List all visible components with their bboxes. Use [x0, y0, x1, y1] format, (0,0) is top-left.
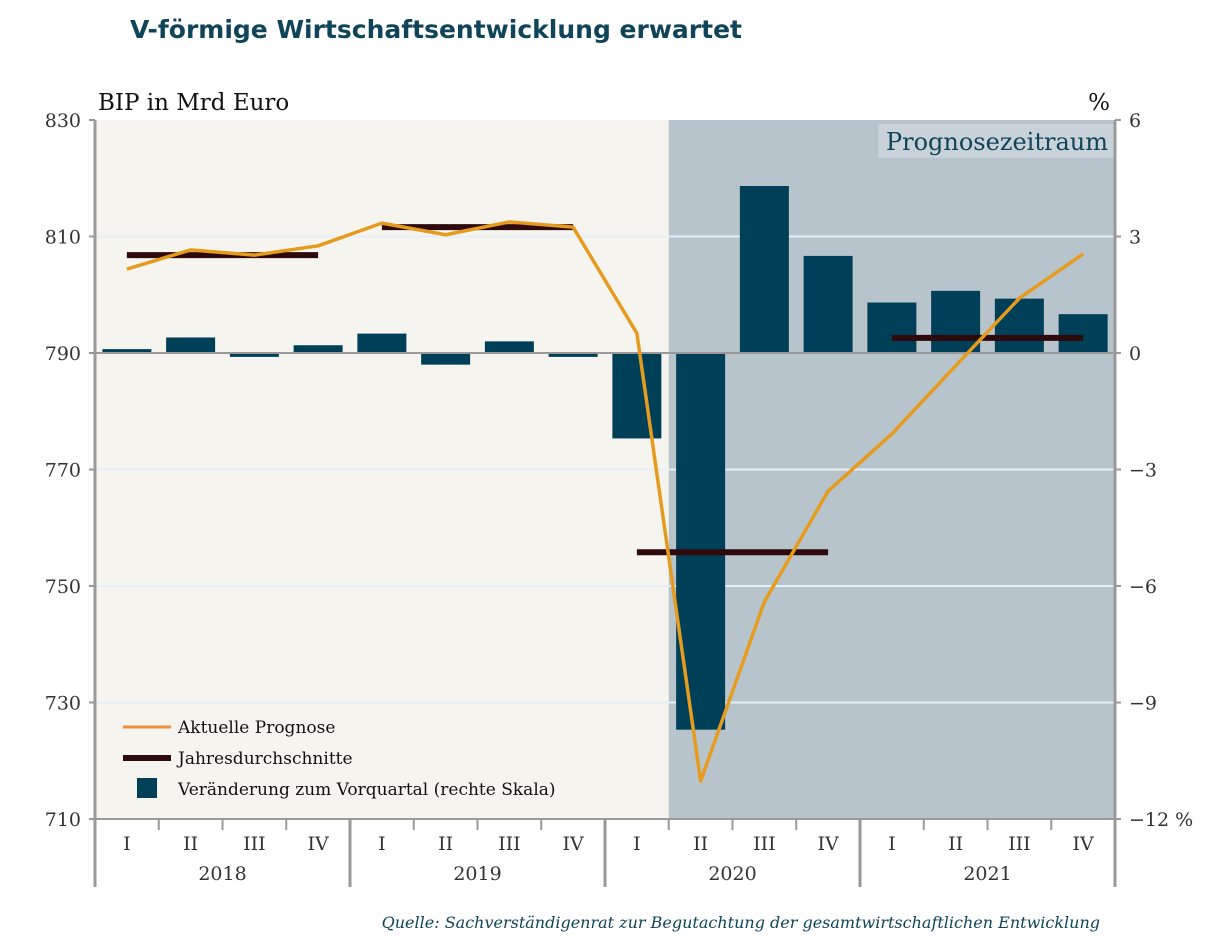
right-tick-label: 3 [1129, 227, 1141, 249]
quarter-label: II [693, 833, 708, 855]
quarter-label: IV [818, 833, 840, 855]
quarter-label: III [498, 833, 521, 855]
quarter-label: IV [1073, 833, 1095, 855]
bar-q16 [1058, 314, 1108, 353]
source-note: Quelle: Sachverständigenrat zur Begutach… [382, 913, 1100, 932]
bar-q14 [931, 290, 981, 353]
right-axis-label: % [1088, 90, 1110, 116]
year-label: 2021 [963, 863, 1011, 885]
quarter-label: III [753, 833, 776, 855]
bar-q11 [739, 186, 789, 353]
left-tick-label: 790 [45, 343, 81, 365]
year-label: 2020 [708, 863, 756, 885]
left-tick-label: 810 [45, 227, 81, 249]
forecast-label-bg [878, 124, 1114, 158]
bar-q12 [803, 255, 853, 353]
right-tick-label: −9 [1129, 693, 1157, 715]
legend-swatch [137, 778, 157, 798]
chart-title: V-förmige Wirtschaftsentwicklung erwarte… [130, 15, 742, 44]
bar-q3 [229, 353, 279, 357]
quarter-label: II [948, 833, 963, 855]
bar-q4 [293, 345, 343, 353]
bar-q9 [612, 353, 662, 439]
bar-q2 [166, 337, 216, 353]
bar-q15 [994, 298, 1044, 353]
right-tick-label: −6 [1129, 576, 1157, 598]
quarter-label: IV [308, 833, 330, 855]
bar-q8 [548, 353, 598, 357]
bar-q10 [676, 353, 726, 730]
forecast-line [126, 220, 1085, 783]
year-label: 2018 [198, 863, 246, 885]
quarter-label: III [1008, 833, 1031, 855]
left-tick-label: 710 [45, 809, 81, 831]
right-tick-label: −12 % [1129, 809, 1193, 831]
quarter-label: IV [563, 833, 585, 855]
quarter-label: II [438, 833, 453, 855]
forecast-label: Prognosezeitraum [886, 128, 1108, 156]
left-tick-label: 750 [45, 576, 81, 598]
legend-label: Jahresdurchschnitte [176, 749, 353, 769]
year-label: 2019 [453, 863, 501, 885]
left-tick-label: 730 [45, 693, 81, 715]
right-tick-label: 6 [1129, 110, 1141, 132]
quarter-label: II [183, 833, 198, 855]
left-tick-label: 770 [45, 460, 81, 482]
quarter-label: I [888, 833, 896, 855]
legend-label: Aktuelle Prognose [177, 718, 335, 738]
quarter-label: I [633, 833, 641, 855]
bar-q6 [421, 353, 471, 365]
legend-label: Veränderung zum Vorquartal (rechte Skala… [177, 780, 556, 800]
right-tick-label: 0 [1129, 343, 1141, 365]
quarter-label: III [243, 833, 266, 855]
quarter-label: I [123, 833, 131, 855]
left-axis-label: BIP in Mrd Euro [98, 90, 289, 116]
bar-q7 [484, 341, 534, 353]
right-tick-label: −3 [1129, 460, 1157, 482]
bar-q13 [867, 302, 917, 353]
left-tick-label: 830 [45, 110, 81, 132]
bar-q1 [102, 349, 152, 353]
bar-q5 [357, 333, 407, 353]
quarter-label: I [378, 833, 386, 855]
